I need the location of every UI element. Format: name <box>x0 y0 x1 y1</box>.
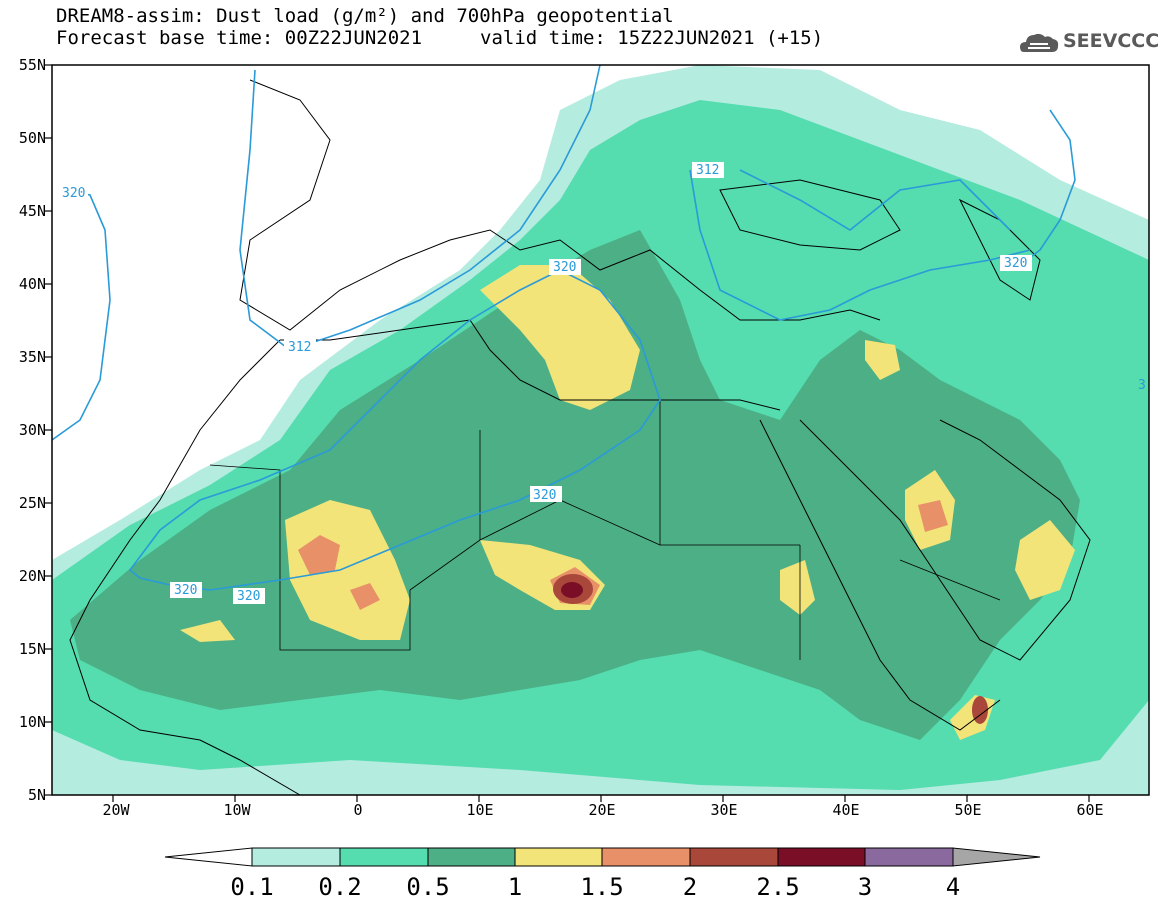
colorbar-label: 2.5 <box>756 873 800 901</box>
border-1 <box>279 500 411 651</box>
lon-label: 60E <box>1076 801 1104 819</box>
colorbar-label: 0.5 <box>406 873 450 901</box>
dust-level-1.5-sahara <box>298 535 340 575</box>
contour-312-caucasus <box>739 169 1011 231</box>
lon-label: 50E <box>954 801 982 819</box>
colorbar-high-arrow <box>952 847 1041 867</box>
contour-label-8: 320 <box>1004 256 1027 271</box>
dust-level-1-oman <box>1015 520 1075 600</box>
dust-level-1-sudan <box>780 560 815 615</box>
lat-label: 35N <box>18 348 46 366</box>
lon-label: 30E <box>710 801 738 819</box>
lat-label: 5N <box>27 786 46 804</box>
colorbar <box>164 847 1041 867</box>
colorbar-low-arrow <box>164 847 253 867</box>
lat-label: 30N <box>18 421 46 439</box>
border-7 <box>899 559 1001 601</box>
valid-time: valid time: 15Z22JUN2021 (+15) <box>480 27 824 49</box>
lon-label: 20W <box>102 801 130 819</box>
dust-level-1.5-arabia <box>918 500 948 532</box>
contour-label-4: 320 <box>174 583 197 598</box>
contour-312-east <box>689 169 1031 321</box>
contour-320-west <box>52 189 111 441</box>
lat-label: 50N <box>18 129 46 147</box>
border-3 <box>659 400 800 546</box>
lon-label: 10E <box>466 801 494 819</box>
colorbar-box-2 <box>339 847 429 867</box>
contour-320-east <box>1019 109 1076 266</box>
lon-label: 0 <box>353 801 363 819</box>
dust-level-1-north <box>480 265 640 410</box>
lat-label: 40N <box>18 275 46 293</box>
lon-label: 10W <box>223 801 251 819</box>
contour-label-5: 320 <box>237 589 260 604</box>
contour-label-7: 312 <box>696 163 719 178</box>
contour-label-3: 320 <box>533 488 556 503</box>
contour-312-north <box>239 65 601 351</box>
dust-level-1-sahara <box>285 500 410 640</box>
dust-level-1-west <box>180 620 235 642</box>
colorbar-label: 2 <box>682 873 698 901</box>
dust-level-2.5-chad <box>561 582 583 598</box>
colorbar-box-4 <box>514 847 603 867</box>
dust-level-1.5-mali <box>350 583 380 610</box>
dust-level-1-iraq <box>865 340 900 380</box>
coastline-africa <box>69 339 301 795</box>
coastline-redsea <box>759 419 1001 731</box>
contour-label-6: 312 <box>288 340 311 355</box>
colorbar-label: 1 <box>507 873 523 901</box>
contour-label-9: 3 <box>1138 378 1146 393</box>
contour-320-central <box>128 269 661 591</box>
colorbar-box-3 <box>427 847 516 867</box>
colorbar-box-7 <box>777 847 866 867</box>
lat-label: 25N <box>18 494 46 512</box>
lon-label: 20E <box>588 801 616 819</box>
lat-label: 55N <box>18 56 46 74</box>
lat-label: 15N <box>18 640 46 658</box>
colorbar-label: 0.2 <box>318 873 362 901</box>
colorbar-label: 3 <box>857 873 873 901</box>
colorbar-label: 0.1 <box>230 873 274 901</box>
border-5 <box>209 464 281 500</box>
contour-label-2: 320 <box>553 260 576 275</box>
border-2 <box>409 499 661 591</box>
colorbar-box-1 <box>251 847 341 867</box>
lat-label: 10N <box>18 713 46 731</box>
lat-label: 20N <box>18 567 46 585</box>
lon-label: 40E <box>832 801 860 819</box>
colorbar-box-6 <box>689 847 779 867</box>
forecast-base-time: Forecast base time: 00Z22JUN2021 <box>56 27 423 49</box>
lat-label: 45N <box>18 202 46 220</box>
colorbar-label: 4 <box>945 873 961 901</box>
coastline-north-africa <box>280 319 781 411</box>
colorbar-label: 1.5 <box>580 873 624 901</box>
cloud-icon <box>1020 33 1059 52</box>
colorbar-box-5 <box>601 847 691 867</box>
map-title: DREAM8-assim: Dust load (g/m²) and 700hP… <box>56 5 674 27</box>
colorbar-box-8 <box>864 847 954 867</box>
coastline-blacksea <box>719 179 901 251</box>
contour-label-1: 320 <box>62 186 85 201</box>
coastline-arabia <box>799 419 1091 661</box>
dust-level-2-horn <box>972 696 988 724</box>
coastline-europe <box>239 79 881 331</box>
logo-text: SEEVCCC <box>1063 30 1160 52</box>
